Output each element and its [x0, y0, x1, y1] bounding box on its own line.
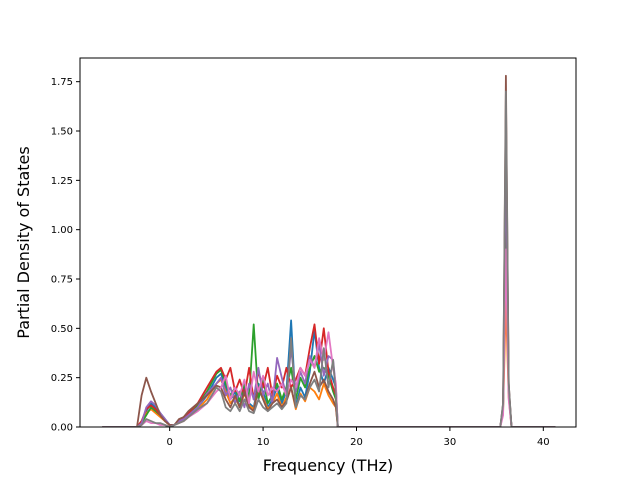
y-ticks: 0.00 0.25 0.50 0.75 1.00 1.25 1.50 1.75	[51, 77, 80, 434]
y-tick-label: 0.25	[51, 373, 73, 384]
x-ticks: 0 10 20 30 40	[166, 427, 550, 448]
y-tick-label: 1.25	[51, 176, 73, 187]
x-tick-label: 30	[444, 437, 457, 448]
axes-frame	[79, 57, 577, 428]
series-line-7	[102, 248, 556, 427]
series-lines	[102, 74, 556, 427]
y-tick-label: 0.50	[51, 324, 73, 335]
x-tick-label: 0	[166, 437, 172, 448]
x-tick-label: 20	[350, 437, 363, 448]
x-tick-label: 10	[257, 437, 270, 448]
y-tick-label: 1.75	[51, 77, 73, 88]
y-tick-label: 1.50	[51, 127, 73, 138]
series-line-8	[102, 90, 556, 427]
y-tick-label: 0.00	[51, 423, 73, 434]
y-tick-label: 1.00	[51, 225, 73, 236]
y-axis-label: Partial Density of States	[14, 146, 33, 338]
x-axis-label: Frequency (THz)	[263, 456, 393, 475]
y-tick-label: 0.75	[51, 275, 73, 286]
x-tick-label: 40	[537, 437, 550, 448]
series-line-6	[102, 74, 556, 427]
series-line-2	[102, 299, 556, 427]
